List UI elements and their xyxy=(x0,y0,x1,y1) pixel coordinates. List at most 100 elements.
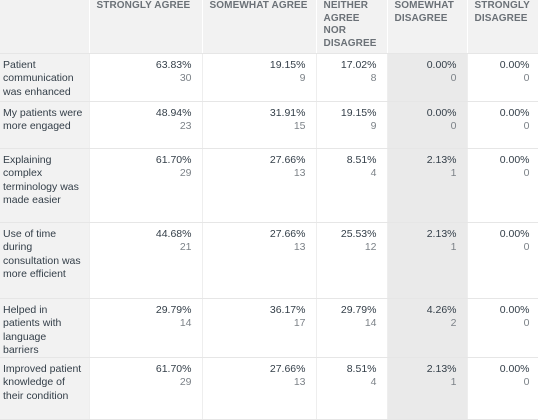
column-header-somewhat-disagree: SOMEWHAT DISAGREE xyxy=(387,0,468,54)
cell-somewhat-disagree: 4.26% 2 xyxy=(387,298,468,359)
cell-strongly-disagree: 0.00% 0 xyxy=(467,357,538,420)
column-header-strongly-agree: STRONGLY AGREE xyxy=(89,0,203,54)
cell-somewhat-agree: 27.66% 13 xyxy=(202,148,317,223)
cell-percent: 36.17% xyxy=(269,304,306,316)
row-label: Patient communication was enhanced xyxy=(0,53,90,102)
cell-somewhat-disagree: 2.13% 1 xyxy=(387,222,468,299)
table-row: Explaining complex terminology was made … xyxy=(0,148,538,223)
cell-count: 0 xyxy=(523,119,530,132)
row-label: My patients were more engaged xyxy=(0,101,90,149)
cell-percent: 2.13% xyxy=(426,154,457,166)
cell-count: 14 xyxy=(179,316,192,329)
cell-count: 4 xyxy=(370,375,377,388)
cell-count: 0 xyxy=(523,71,530,84)
cell-percent: 48.94% xyxy=(155,107,192,119)
cell-count: 17 xyxy=(293,316,306,329)
cell-neither: 19.15% 9 xyxy=(316,101,388,149)
cell-count: 1 xyxy=(450,375,457,388)
row-label: Explaining complex terminology was made … xyxy=(0,148,90,223)
cell-strongly-agree: 29.79% 14 xyxy=(89,298,203,359)
cell-count: 8 xyxy=(370,71,377,84)
cell-percent: 44.68% xyxy=(155,228,192,240)
cell-somewhat-agree: 36.17% 17 xyxy=(202,298,317,359)
cell-percent: 2.13% xyxy=(426,363,457,376)
cell-percent: 61.70% xyxy=(155,154,192,166)
cell-strongly-disagree: 0.00% 0 xyxy=(467,222,538,299)
cell-count: 1 xyxy=(450,166,457,179)
cell-percent: 0.00% xyxy=(499,107,530,119)
cell-count: 29 xyxy=(179,166,192,179)
cell-strongly-agree: 63.83% 30 xyxy=(89,53,203,102)
cell-percent: 27.66% xyxy=(269,228,306,240)
cell-count: 30 xyxy=(179,71,192,84)
cell-percent: 19.15% xyxy=(269,59,306,71)
cell-percent: 61.70% xyxy=(155,363,192,376)
cell-count: 0 xyxy=(523,240,530,253)
cell-percent: 0.00% xyxy=(499,228,530,240)
cell-percent: 2.13% xyxy=(426,228,457,240)
cell-somewhat-disagree: 0.00% 0 xyxy=(387,53,468,102)
cell-somewhat-agree: 19.15% 9 xyxy=(202,53,317,102)
cell-count: 14 xyxy=(364,316,377,329)
cell-neither: 8.51% 4 xyxy=(316,357,388,420)
cell-count: 13 xyxy=(293,375,306,388)
cell-somewhat-disagree: 2.13% 1 xyxy=(387,148,468,223)
cell-count: 0 xyxy=(523,166,530,179)
cell-somewhat-agree: 27.66% 13 xyxy=(202,222,317,299)
cell-percent: 0.00% xyxy=(499,59,530,71)
cell-neither: 17.02% 8 xyxy=(316,53,388,102)
column-header-neither: NEITHER AGREE NOR DISAGREE xyxy=(316,0,388,54)
table-row: Patient communication was enhanced 63.83%… xyxy=(0,53,538,102)
cell-percent: 0.00% xyxy=(426,59,457,71)
cell-count: 1 xyxy=(450,240,457,253)
cell-percent: 0.00% xyxy=(499,304,530,316)
header-row: STRONGLY AGREE SOMEWHAT AGREE NEITHER AG… xyxy=(0,0,538,54)
row-label: Improved patient knowledge of their cond… xyxy=(0,357,90,420)
column-header-somewhat-agree: SOMEWHAT AGREE xyxy=(202,0,317,54)
column-header-strongly-disagree: STRONGLY DISAGREE xyxy=(467,0,538,54)
cell-percent: 29.79% xyxy=(340,304,377,316)
cell-somewhat-agree: 31.91% 15 xyxy=(202,101,317,149)
cell-count: 9 xyxy=(299,71,306,84)
cell-strongly-agree: 61.70% 29 xyxy=(89,357,203,420)
cell-somewhat-agree: 27.66% 13 xyxy=(202,357,317,420)
cell-percent: 0.00% xyxy=(499,154,530,166)
cell-neither: 29.79% 14 xyxy=(316,298,388,359)
cell-count: 21 xyxy=(179,240,192,253)
cell-strongly-agree: 61.70% 29 xyxy=(89,148,203,223)
cell-count: 12 xyxy=(364,240,377,253)
cell-percent: 17.02% xyxy=(340,59,377,71)
cell-count: 13 xyxy=(293,166,306,179)
cell-somewhat-disagree: 2.13% 1 xyxy=(387,357,468,420)
cell-percent: 27.66% xyxy=(269,363,306,376)
table-row: Use of time during consultation was more… xyxy=(0,222,538,299)
cell-percent: 19.15% xyxy=(340,107,377,119)
cell-percent: 29.79% xyxy=(155,304,192,316)
cell-percent: 0.00% xyxy=(426,107,457,119)
cell-count: 4 xyxy=(370,166,377,179)
row-label: Use of time during consultation was more… xyxy=(0,222,90,299)
row-label: Helped in patients with language barrier… xyxy=(0,298,90,359)
cell-count: 15 xyxy=(293,119,306,132)
cell-neither: 8.51% 4 xyxy=(316,148,388,223)
cell-count: 0 xyxy=(523,316,530,329)
cell-somewhat-disagree: 0.00% 0 xyxy=(387,101,468,149)
cell-count: 0 xyxy=(523,375,530,388)
cell-strongly-disagree: 0.00% 0 xyxy=(467,53,538,102)
cell-count: 0 xyxy=(450,119,457,132)
table-row: Helped in patients with language barrier… xyxy=(0,298,538,359)
cell-strongly-agree: 44.68% 21 xyxy=(89,222,203,299)
cell-percent: 8.51% xyxy=(346,363,377,376)
cell-strongly-disagree: 0.00% 0 xyxy=(467,298,538,359)
cell-percent: 63.83% xyxy=(155,59,192,71)
cell-percent: 27.66% xyxy=(269,154,306,166)
cell-strongly-disagree: 0.00% 0 xyxy=(467,101,538,149)
cell-percent: 4.26% xyxy=(426,304,457,316)
cell-count: 29 xyxy=(179,375,192,388)
cell-percent: 31.91% xyxy=(269,107,306,119)
cell-count: 13 xyxy=(293,240,306,253)
cell-strongly-agree: 48.94% 23 xyxy=(89,101,203,149)
cell-neither: 25.53% 12 xyxy=(316,222,388,299)
table-row: Improved patient knowledge of their cond… xyxy=(0,357,538,420)
